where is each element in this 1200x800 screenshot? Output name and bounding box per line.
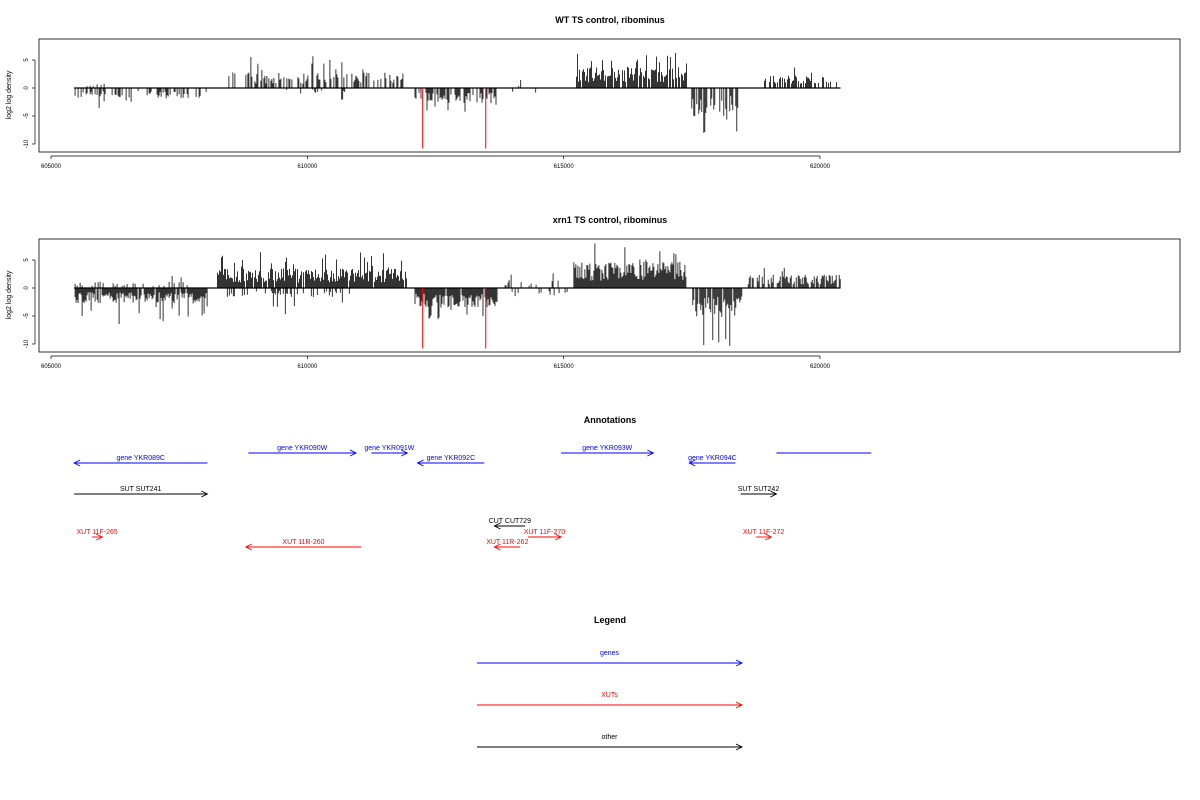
- annotation-feature: gene YKR091W: [364, 445, 415, 457]
- arrowhead-right-icon: [770, 490, 778, 498]
- x-tick-label: 620000: [810, 164, 831, 170]
- x-tick-label: 615000: [554, 164, 575, 170]
- arrowhead-left-icon: [493, 522, 501, 530]
- legend-items: genes XUTs other: [477, 650, 744, 751]
- arrowhead-right-icon: [201, 490, 209, 498]
- y-tick-label: -5: [24, 313, 30, 319]
- wt-x-axis: 605000 610000 615000 620000: [41, 155, 831, 170]
- annotation-feature: CUT CUT729: [489, 518, 531, 530]
- arrowhead-left-icon: [493, 543, 501, 551]
- feature-label: gene YKR090W: [277, 445, 327, 452]
- xrn1-panel-title: xrn1 TS control, ribominus: [553, 215, 668, 225]
- xrn1-y-axis-label: log2 log density: [6, 270, 13, 319]
- feature-label: XUT 11R-262: [486, 539, 528, 546]
- x-tick-label: 615000: [554, 364, 575, 370]
- feature-label: CUT CUT729: [489, 518, 531, 525]
- legend-label: other: [602, 734, 619, 741]
- feature-label: XUT 11F-272: [743, 529, 784, 536]
- arrowhead-right-icon: [765, 533, 773, 541]
- x-tick-label: 610000: [297, 364, 318, 370]
- annotation-feature: gene YKR090W: [248, 445, 358, 457]
- annotation-features: gene YKR089C gene YKR090W gene YKR091W gene…: [73, 445, 872, 551]
- annotation-feature: gene YKR093W: [561, 445, 655, 457]
- legend-title: Legend: [594, 615, 626, 625]
- legend-item: genes: [477, 650, 744, 667]
- legend-label: XUTs: [601, 692, 618, 699]
- x-tick-label: 620000: [810, 364, 831, 370]
- annotation-feature: gene YKR089C: [73, 455, 208, 467]
- wt-bars: [74, 53, 841, 149]
- feature-label: XUT 11F-270: [524, 529, 565, 536]
- wt-coverage-panel: WT TS control, ribominus log2 log densit…: [6, 15, 1181, 170]
- xrn1-coverage-panel: xrn1 TS control, ribominus log2 log dens…: [6, 215, 1181, 370]
- feature-label: gene YKR094C: [688, 455, 737, 462]
- y-tick-label: -10: [24, 139, 30, 148]
- feature-label: gene YKR089C: [116, 455, 165, 462]
- feature-label: gene YKR093W: [582, 445, 632, 452]
- arrowhead-left-icon: [688, 459, 696, 467]
- feature-label: SUT SUT242: [738, 486, 780, 493]
- arrowhead-right-icon: [647, 449, 655, 457]
- arrowhead-right-icon: [554, 533, 563, 541]
- legend-item: XUTs: [477, 692, 744, 709]
- wt-plot-frame: [38, 38, 1181, 153]
- wt-panel-title: WT TS control, ribominus: [555, 15, 665, 25]
- xrn1-bars: [74, 243, 841, 349]
- xrn1-plot-frame: [38, 238, 1181, 353]
- arrowhead-left-icon: [73, 459, 81, 467]
- legend: Legend genes XUTs other: [477, 615, 744, 751]
- annotation-feature: XUT 11F-265: [76, 529, 118, 541]
- feature-label: XUT 11R-260: [282, 539, 324, 546]
- feature-label: gene YKR092C: [427, 455, 476, 462]
- feature-label: SUT SUT241: [120, 486, 162, 493]
- arrowhead-right-icon: [349, 449, 358, 457]
- y-tick-label: 0: [24, 86, 30, 90]
- arrowhead-right-icon: [735, 701, 744, 709]
- arrowhead-left-icon: [416, 459, 424, 467]
- annotation-feature: XUT 11F-272: [743, 529, 784, 541]
- y-tick-label: 5: [24, 258, 30, 262]
- annotation-feature: gene YKR092C: [416, 455, 485, 467]
- annotation-feature: XUT 11F-270: [524, 529, 565, 541]
- annotation-feature: XUT 11R-262: [486, 539, 528, 551]
- y-tick-label: -10: [24, 339, 30, 348]
- wt-y-axis-label: log2 log density: [6, 70, 13, 119]
- arrowhead-right-icon: [401, 449, 409, 457]
- xrn1-y-axis: -10 -5 0 5: [24, 258, 36, 348]
- xrn1-x-axis: 605000 610000 615000 620000: [41, 355, 831, 370]
- y-tick-label: -5: [24, 113, 30, 119]
- annotation-feature: SUT SUT242: [738, 486, 780, 498]
- annotations-title: Annotations: [584, 415, 637, 425]
- wt-y-axis: -10 -5 0 5: [24, 58, 36, 148]
- x-tick-label: 610000: [297, 164, 318, 170]
- arrowhead-right-icon: [96, 533, 104, 541]
- legend-label: genes: [600, 650, 620, 657]
- feature-label: XUT 11F-265: [76, 529, 117, 536]
- y-tick-label: 0: [24, 286, 30, 290]
- legend-item: other: [477, 734, 744, 751]
- feature-label: gene YKR091W: [364, 445, 414, 452]
- annotation-feature: gene YKR094C: [688, 455, 737, 467]
- arrowhead-left-icon: [244, 543, 253, 551]
- annotation-feature: SUT SUT241: [74, 486, 209, 498]
- x-tick-label: 605000: [41, 364, 62, 370]
- arrowhead-right-icon: [735, 743, 744, 751]
- y-tick-label: 5: [24, 58, 30, 62]
- x-tick-label: 605000: [41, 164, 62, 170]
- annotation-feature: XUT 11R-260: [244, 539, 362, 551]
- arrowhead-right-icon: [735, 659, 744, 667]
